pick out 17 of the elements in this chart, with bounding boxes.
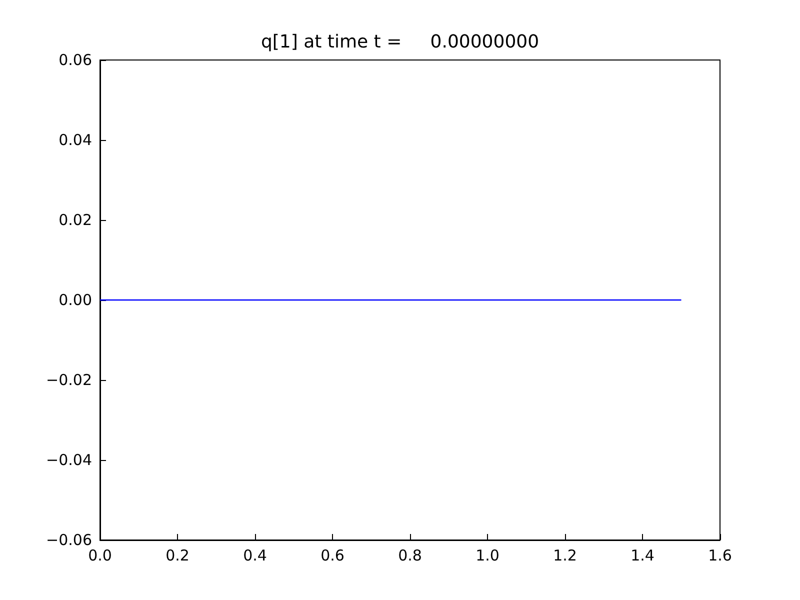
x-tick-label: 1.0 bbox=[476, 546, 500, 564]
x-tick-label: 1.4 bbox=[630, 546, 654, 564]
chart-title: q[1] at time t = 0.00000000 bbox=[260, 32, 540, 52]
y-tick-label: 0.02 bbox=[58, 211, 92, 229]
x-tick-label: 0.2 bbox=[166, 546, 190, 564]
y-tick-label: 0.06 bbox=[58, 51, 92, 69]
y-tick-label: 0.00 bbox=[58, 291, 92, 309]
x-tick-label: 0.6 bbox=[320, 546, 344, 564]
y-tick-label: −0.06 bbox=[46, 531, 92, 549]
y-tick-label: −0.04 bbox=[46, 451, 92, 469]
x-tick-label: 0.8 bbox=[398, 546, 422, 564]
x-tick-label: 1.2 bbox=[553, 546, 577, 564]
y-tick-label: −0.02 bbox=[46, 371, 92, 389]
x-tick-label: 0.0 bbox=[88, 546, 112, 564]
x-tick-label: 0.4 bbox=[243, 546, 267, 564]
x-tick-label: 1.6 bbox=[708, 546, 732, 564]
y-tick-label: 0.04 bbox=[58, 131, 92, 149]
